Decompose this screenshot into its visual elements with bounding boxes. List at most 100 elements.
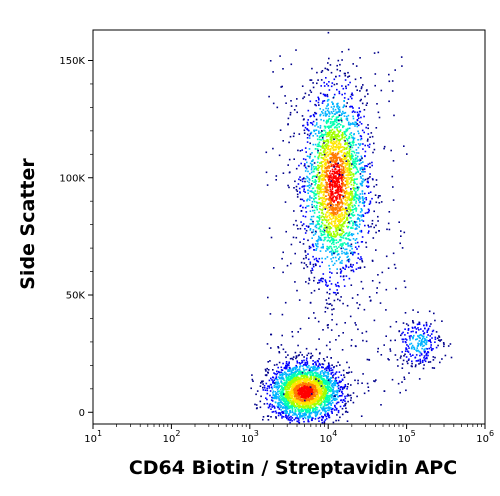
event-dot <box>330 232 332 235</box>
event-dot <box>343 136 346 139</box>
event-dot <box>298 399 301 401</box>
event-dot <box>378 281 381 284</box>
event-dot <box>319 376 321 378</box>
event-dot <box>344 72 346 75</box>
event-dot <box>251 378 254 381</box>
event-dot <box>332 397 335 400</box>
event-dot <box>361 129 364 132</box>
event-dot <box>328 193 330 195</box>
event-dot <box>327 239 330 242</box>
event-dot <box>280 380 282 382</box>
event-dot <box>299 412 302 415</box>
event-dot <box>325 131 327 134</box>
event-dot <box>352 144 355 146</box>
event-dot <box>328 209 331 211</box>
event-dot <box>359 169 362 171</box>
event-dot <box>345 248 348 251</box>
event-dot <box>290 399 292 402</box>
event-dot <box>336 391 339 394</box>
event-dot <box>306 137 309 139</box>
event-dot <box>326 403 328 406</box>
event-dot <box>355 172 358 174</box>
event-dot <box>297 354 300 357</box>
event-dot <box>342 166 345 168</box>
event-dot <box>324 279 327 281</box>
event-dot <box>259 400 262 403</box>
event-dot <box>308 134 311 137</box>
event-dot <box>323 184 325 187</box>
event-dot <box>335 208 338 210</box>
event-dot <box>359 138 362 141</box>
event-dot <box>286 376 288 379</box>
event-dot <box>322 366 324 369</box>
event-dot <box>325 250 327 252</box>
event-dot <box>296 405 299 407</box>
event-dot <box>355 202 357 204</box>
event-dot <box>333 262 336 265</box>
event-dot <box>306 354 308 357</box>
event-dot <box>282 396 284 398</box>
event-dot <box>348 178 350 181</box>
event-dot <box>315 123 318 126</box>
event-dot <box>308 277 310 280</box>
event-dot <box>316 240 319 243</box>
event-dot <box>303 370 306 372</box>
event-dot <box>341 252 343 255</box>
event-dot <box>341 388 344 390</box>
event-dot <box>288 394 290 397</box>
event-dot <box>262 418 264 421</box>
event-dot <box>330 384 333 387</box>
event-dot <box>318 409 321 412</box>
event-dot <box>313 168 316 170</box>
event-dot <box>315 403 317 405</box>
event-dot <box>291 397 293 400</box>
event-dot <box>321 191 324 193</box>
event-dot <box>260 395 262 398</box>
event-dot <box>323 194 325 196</box>
event-dot <box>351 234 353 237</box>
event-dot <box>322 114 325 117</box>
event-dot <box>339 395 341 397</box>
event-dot <box>287 374 290 376</box>
event-dot <box>277 387 280 389</box>
event-dot <box>317 221 319 223</box>
event-dot <box>337 226 340 228</box>
event-dot <box>339 201 341 204</box>
event-dot <box>365 165 368 167</box>
event-dot <box>337 241 339 243</box>
event-dot <box>347 242 349 244</box>
event-dot <box>324 219 327 221</box>
event-dot <box>286 406 288 408</box>
event-dot <box>294 252 296 255</box>
event-dot <box>306 379 308 381</box>
event-dot <box>320 279 322 282</box>
event-dot <box>297 149 299 152</box>
event-dot <box>342 110 344 113</box>
event-dot <box>308 184 311 186</box>
event-dot <box>288 416 290 419</box>
event-dot <box>286 408 289 410</box>
event-dot <box>338 171 341 173</box>
event-dot <box>313 379 315 382</box>
event-dot <box>330 372 333 374</box>
event-dot <box>317 216 320 219</box>
event-dot <box>320 197 323 199</box>
event-dot <box>310 272 313 274</box>
event-dot <box>344 253 347 255</box>
event-dot <box>294 392 296 395</box>
event-dot <box>350 153 353 155</box>
event-dot <box>322 158 325 160</box>
event-dot <box>346 143 348 145</box>
event-dot <box>308 247 311 250</box>
event-dot <box>321 179 323 181</box>
event-dot <box>262 386 264 389</box>
event-dot <box>369 191 372 193</box>
event-dot <box>350 399 352 402</box>
event-dot <box>309 374 312 377</box>
event-dot <box>320 393 323 396</box>
event-dot <box>319 380 322 382</box>
event-dot <box>317 382 320 384</box>
event-dot <box>304 371 307 374</box>
event-dot <box>316 145 319 147</box>
event-dot <box>361 196 364 198</box>
